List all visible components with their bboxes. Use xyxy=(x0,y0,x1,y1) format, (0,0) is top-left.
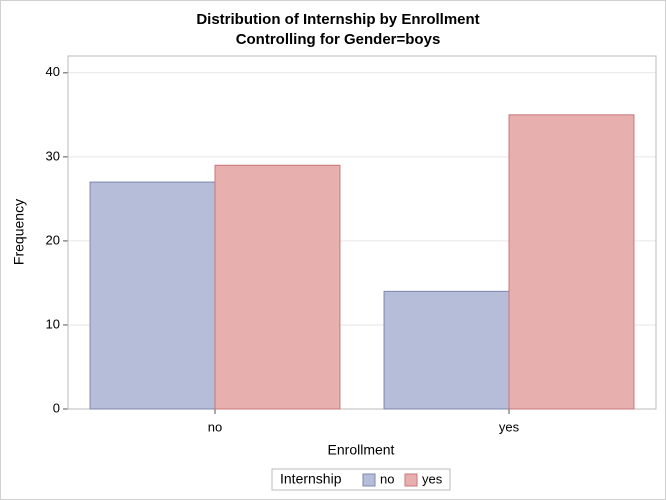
y-tick-label: 10 xyxy=(46,316,60,331)
legend-swatch xyxy=(404,473,418,487)
y-tick-label: 30 xyxy=(46,148,60,163)
bar xyxy=(508,114,635,410)
y-tick-label: 0 xyxy=(53,400,60,415)
y-axis-label: Frequency xyxy=(11,199,27,265)
chart-subtitle: Controlling for Gender=boys xyxy=(236,31,441,48)
x-axis-label: Enrollment xyxy=(328,442,395,458)
legend-label: no xyxy=(380,471,394,486)
chart-title: Distribution of Internship by Enrollment xyxy=(196,11,479,28)
y-tick-label: 20 xyxy=(46,232,60,247)
bar xyxy=(89,181,216,410)
legend-label: yes xyxy=(422,471,443,486)
plot-frame xyxy=(67,55,657,410)
bar xyxy=(214,164,341,410)
legend-title: Internship xyxy=(280,471,342,487)
bar xyxy=(383,290,510,410)
x-tick-label: no xyxy=(208,419,222,434)
legend-swatch xyxy=(362,473,376,487)
y-tick-label: 40 xyxy=(46,64,60,79)
x-tick-label: yes xyxy=(499,419,520,434)
